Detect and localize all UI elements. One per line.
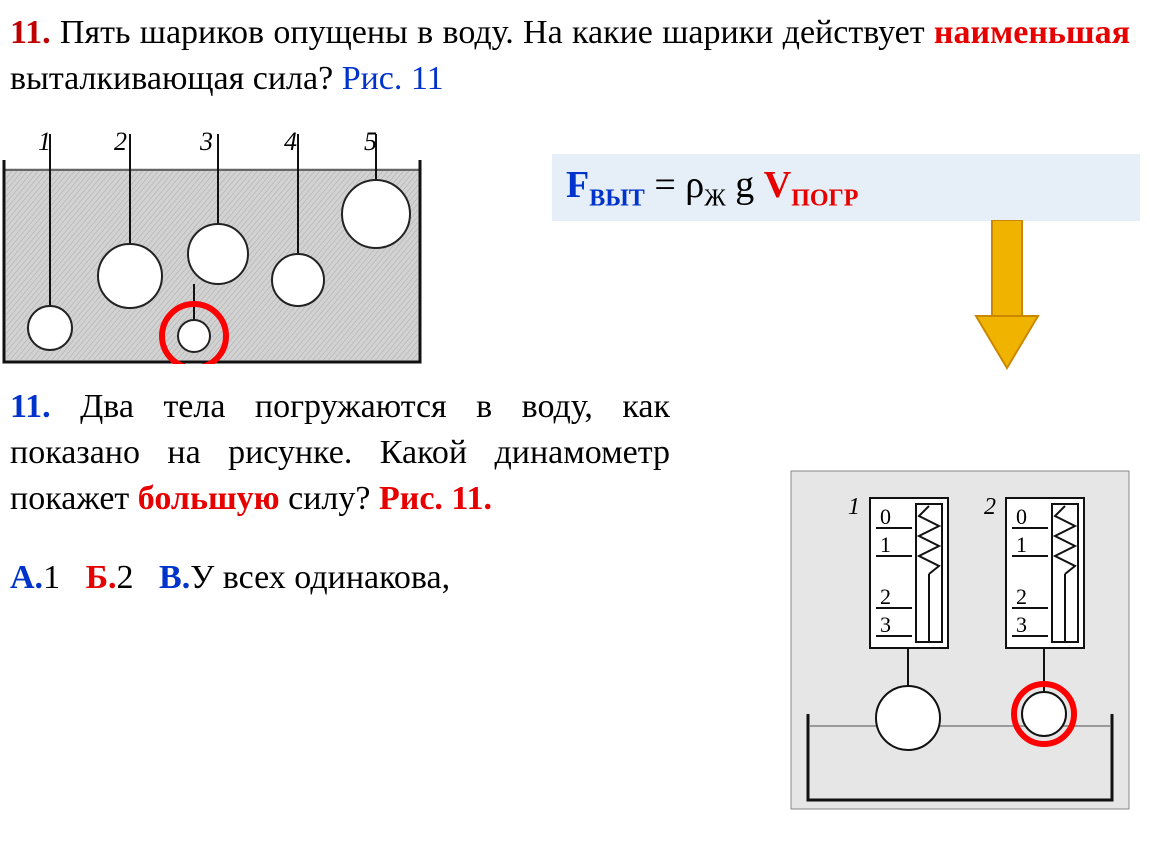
question-1: 11. Пять шариков опущены в воду. На каки… [10,10,1130,102]
option-C-letter: В. [159,559,190,596]
q1-text-1: Пять шариков опущены в воду. На какие ша… [60,14,925,51]
formula-V-sub: ПОГР [791,185,858,211]
formula-eq: = [654,164,675,206]
dyn1-scale-0: 0 [880,504,891,529]
formula-F: F [566,164,589,206]
dyn2-scale-2: 2 [1016,584,1027,609]
dyn2-label: 2 [984,494,996,520]
figure-11b-svg: 0 1 2 3 1 0 1 2 3 [790,470,1130,810]
dyn1-scale-3: 3 [880,612,891,637]
dyn1-label: 1 [848,494,860,520]
formula-box: FВЫТ = ρЖ g VПОГР [552,154,1140,221]
formula-rho-sub: Ж [704,185,726,211]
q2-figure-ref: Рис. 11. [379,480,492,517]
answer-options: А.1 Б.2 В.У всех одинакова, [10,555,670,601]
q1-number: 11. [10,14,51,51]
formula-V: V [764,164,791,206]
dyn2-scale-3: 3 [1016,612,1027,637]
option-A-letter: А. [10,559,43,596]
figure-11a-svg: 1 2 3 4 5 [2,114,422,364]
q1-text-2: выталкивающая сила? [10,60,333,97]
q2-number: 11. [10,388,51,425]
formula-rho: ρ [685,164,704,206]
dyn2-scale-1: 1 [1016,532,1027,557]
formula-g: g [735,164,754,206]
q1-figure-ref: Рис. 11 [342,60,444,97]
option-A-value: 1 [43,559,60,596]
dyn2-scale-0: 0 [1016,504,1027,529]
option-B-value: 2 [117,559,134,596]
question-2: 11. Два тела погружаются в воду, как пок… [10,384,670,522]
arrow-down-icon [972,220,1042,370]
ball-label-5: 5 [364,127,377,156]
ball-label-3: 3 [199,127,213,156]
dyn1-scale-1: 1 [880,532,891,557]
q2-highlight: большую [138,480,280,517]
ball-label-1: 1 [38,127,51,156]
formula-F-sub: ВЫТ [589,185,645,211]
ball-label-4: 4 [284,127,297,156]
q2-text-2: силу? [288,480,370,517]
option-B-letter: Б. [86,559,117,596]
figure-11a: 1 2 3 4 5 [2,114,422,364]
q1-highlight: наименьшая [934,14,1130,51]
dyn1-scale-2: 2 [880,584,891,609]
option-C-value: У всех одинакова, [190,559,450,596]
figure-11b: 0 1 2 3 1 0 1 2 3 [790,470,1130,810]
ball-label-2: 2 [114,127,127,156]
